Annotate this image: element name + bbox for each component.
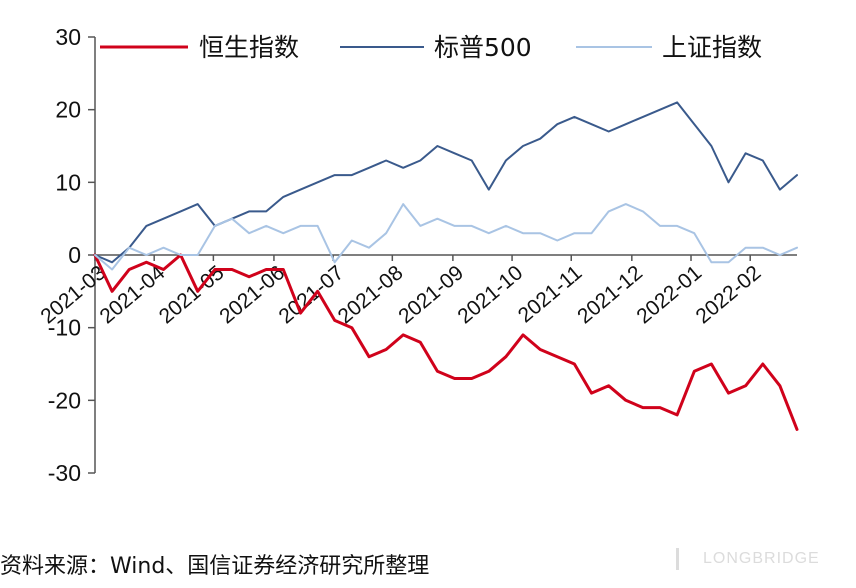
watermark-text: LONGBRIDGE [703,550,820,568]
y-tick-label: -10 [48,315,81,341]
y-tick-label: 30 [55,24,81,50]
x-tick-label: 2022-01 [632,261,706,328]
y-tick-label: 20 [55,97,81,123]
series-layer [93,101,799,431]
x-tick-label: 2021-10 [453,261,527,328]
series-line-3 [94,203,798,271]
legend-label: 恒生指数 [199,33,299,62]
line-chart: -30 -20 -10 0 10 20 30 2021-032021-042021-0520… [36,24,799,486]
legend: 恒生指数 标普500 上证指数 [100,33,762,62]
x-tick-label: 2021-04 [96,261,170,328]
x-tick-label: 2021-09 [394,261,468,328]
watermark-icon [676,548,689,570]
y-tick-label: -20 [48,387,81,413]
series-line-2 [94,101,798,264]
legend-label: 标普500 [434,33,532,62]
y-axis: -30 -20 -10 0 10 20 30 [48,24,96,486]
x-tick-label: 2021-12 [573,261,647,328]
x-tick-label: 2022-02 [692,261,766,328]
y-tick-label: 10 [55,169,81,195]
x-tick-label: 2021-11 [514,261,587,327]
x-tick-label: 2021-05 [155,261,229,328]
watermark: LONGBRIDGE [676,548,820,570]
x-tick-label: 2021-08 [334,261,408,328]
x-tick-label: 2021-06 [215,261,289,328]
source-note: 资料来源：Wind、国信证券经济研究所整理 [0,554,430,579]
x-axis: 2021-032021-042021-052021-062021-072021-… [36,254,797,328]
series-line-1 [93,253,799,431]
legend-label: 上证指数 [662,33,762,62]
y-tick-label: -30 [48,460,81,486]
y-tick-label: 0 [68,242,81,268]
